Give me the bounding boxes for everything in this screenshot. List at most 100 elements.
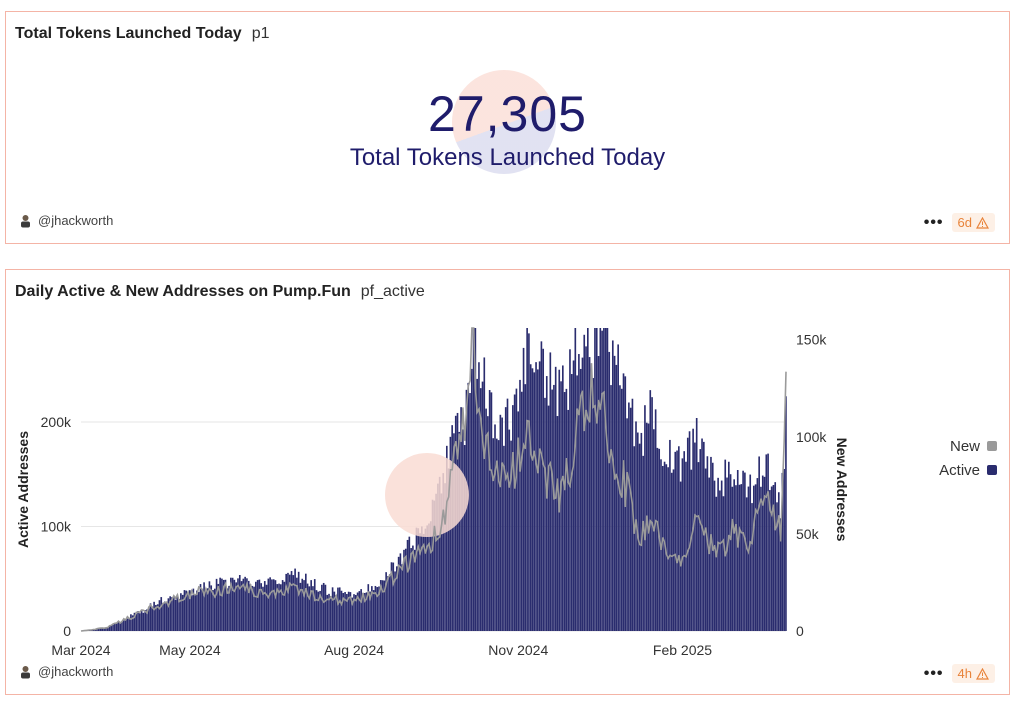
active-bar [540, 341, 543, 631]
active-bar [469, 393, 471, 631]
active-bar [274, 580, 277, 631]
active-bar [294, 568, 296, 631]
active-bar [499, 414, 502, 631]
chart-legend[interactable]: New Active [939, 438, 997, 479]
active-bar [690, 469, 693, 631]
active-bar [387, 576, 389, 631]
active-bar [362, 594, 364, 631]
active-bar [253, 586, 255, 631]
active-bar [719, 490, 721, 631]
active-bar [108, 625, 111, 631]
active-bar [360, 589, 362, 631]
active-bar [431, 499, 434, 631]
more-menu-icon[interactable]: ••• [923, 664, 944, 682]
active-bar [231, 577, 234, 631]
active-bar [556, 416, 559, 631]
query-name[interactable]: p1 [251, 25, 270, 42]
active-bar [383, 580, 386, 631]
addresses-chart[interactable]: 0 100k 200k 0 50k 100k 150k Mar 2024 May 2024 A… [6, 270, 1009, 694]
active-bar [572, 360, 575, 631]
active-bar [155, 604, 157, 631]
legend-swatch[interactable] [987, 465, 997, 475]
active-bar [445, 445, 448, 631]
active-bar [422, 533, 425, 631]
active-bar [376, 587, 379, 631]
more-menu-icon[interactable]: ••• [923, 213, 944, 231]
active-bar [201, 588, 204, 631]
active-bar [674, 451, 677, 631]
query-name[interactable]: pf_active [360, 283, 425, 300]
active-bar [280, 584, 282, 631]
active-bar [544, 397, 546, 631]
counter-display: 27,305 Total Tokens Launched Today [6, 70, 1009, 174]
active-bar [97, 628, 100, 631]
active-bar [403, 549, 405, 631]
active-bar [669, 439, 671, 631]
legend-label[interactable]: New [950, 438, 980, 455]
active-bar [670, 472, 673, 631]
active-bar [174, 599, 177, 631]
left-axis-title: Active Addresses [15, 431, 31, 548]
active-bar [224, 579, 227, 631]
active-bar [749, 474, 752, 631]
active-bar [251, 585, 254, 631]
stale-badge[interactable]: 6d [951, 213, 995, 232]
active-bar [180, 593, 182, 631]
active-bar [761, 475, 764, 631]
x-tick: Mar 2024 [51, 642, 110, 658]
active-bar [453, 433, 455, 631]
active-bar [681, 458, 684, 631]
active-bar [349, 592, 352, 631]
active-bar [365, 592, 368, 631]
legend-swatch[interactable] [987, 441, 997, 451]
active-bar [219, 577, 221, 631]
active-bar [760, 486, 762, 631]
active-bar [567, 409, 570, 631]
active-bar [392, 562, 395, 631]
legend-label[interactable]: Active [939, 462, 980, 479]
active-bar [347, 591, 350, 631]
active-bar [676, 450, 678, 631]
active-bar [213, 588, 216, 631]
author-link[interactable]: @jhackworth [19, 664, 113, 679]
active-bar [695, 418, 698, 631]
active-bar [665, 464, 668, 631]
active-bar [114, 624, 116, 631]
active-bar [217, 583, 220, 631]
active-bar [506, 398, 509, 631]
active-bar [751, 503, 753, 631]
active-bar [346, 593, 348, 631]
active-bar [467, 382, 470, 631]
active-bar [629, 407, 632, 631]
author-link[interactable]: @jhackworth [19, 213, 113, 228]
active-bar [642, 455, 644, 631]
active-bar [494, 424, 496, 631]
active-bar [328, 593, 330, 631]
active-bar [501, 417, 503, 631]
active-bar [151, 606, 154, 631]
stale-badge[interactable]: 4h [951, 664, 995, 683]
active-bar [133, 612, 136, 631]
active-bar [406, 539, 409, 631]
active-bar [119, 622, 122, 631]
active-bar [303, 580, 305, 631]
active-bar [458, 431, 461, 631]
active-bar [342, 593, 345, 631]
active-bar [478, 362, 480, 631]
active-bar [733, 479, 735, 631]
active-bar [415, 527, 418, 631]
active-bar [720, 480, 723, 631]
active-bar [508, 429, 511, 631]
active-bar [142, 612, 145, 631]
active-bar [704, 468, 707, 631]
active-bar [710, 456, 712, 631]
active-bar [619, 385, 621, 631]
active-bar [390, 562, 393, 631]
active-bar [512, 405, 514, 631]
active-bar [549, 352, 552, 631]
active-bar [640, 432, 643, 631]
active-bar [304, 573, 307, 631]
active-bar [139, 613, 141, 631]
active-bar [524, 384, 527, 631]
active-bar [242, 578, 245, 631]
